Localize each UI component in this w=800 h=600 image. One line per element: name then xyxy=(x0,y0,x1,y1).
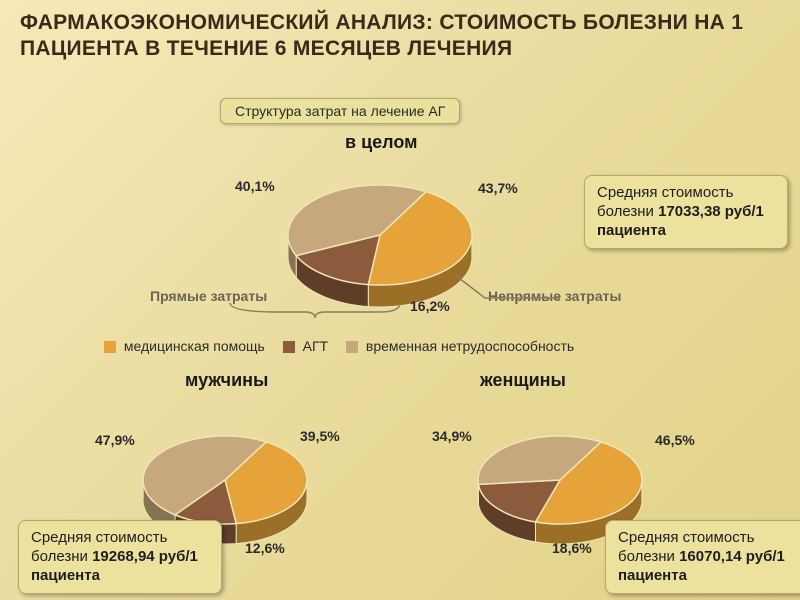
pct-label: 12,6% xyxy=(245,540,285,556)
infobox-overall: Средняя стоимость болезни 17033,38 руб/1… xyxy=(584,175,788,249)
pct-label: 34,9% xyxy=(432,428,472,444)
pct-label: 18,6% xyxy=(552,540,592,556)
pct-label: 46,5% xyxy=(655,432,695,448)
pct-label: 47,9% xyxy=(95,432,135,448)
infobox-women: Средняя стоимость болезни 16070,14 руб/1… xyxy=(605,520,800,594)
pct-label: 39,5% xyxy=(300,428,340,444)
pie-women xyxy=(0,0,800,600)
infobox-men: Средняя стоимость болезни 19268,94 руб/1… xyxy=(18,520,222,594)
